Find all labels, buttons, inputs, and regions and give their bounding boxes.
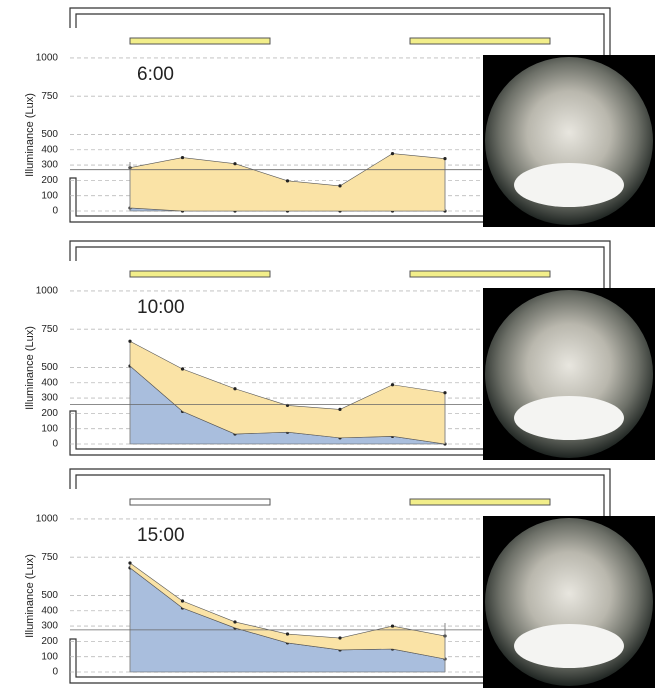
y-tick-label: 0 xyxy=(52,667,58,678)
y-tick-label: 1000 xyxy=(36,53,59,64)
luminaire xyxy=(410,271,550,277)
data-point xyxy=(391,383,394,386)
data-point xyxy=(443,391,446,394)
y-tick-label: 500 xyxy=(41,590,58,601)
y-tick-label: 750 xyxy=(41,324,58,335)
y-axis-label: Illuminance (Lux) xyxy=(24,93,36,177)
data-point xyxy=(181,156,184,159)
data-point xyxy=(128,561,131,564)
data-point xyxy=(391,624,394,627)
data-point xyxy=(233,620,236,623)
data-point xyxy=(233,387,236,390)
y-tick-label: 500 xyxy=(41,362,58,373)
luminaire xyxy=(410,38,550,44)
luminaire xyxy=(130,38,270,44)
y-tick-label: 500 xyxy=(41,129,58,140)
y-tick-label: 400 xyxy=(41,377,58,388)
photo-table xyxy=(514,396,624,440)
y-tick-label: 300 xyxy=(41,393,58,404)
chart-title: 10:00 xyxy=(137,297,185,318)
area xyxy=(130,568,445,672)
data-point xyxy=(443,157,446,160)
data-point xyxy=(181,367,184,370)
y-tick-label: 1000 xyxy=(36,514,59,525)
luminaire xyxy=(410,499,550,505)
y-tick-label: 1000 xyxy=(36,286,59,297)
data-point xyxy=(181,599,184,602)
chart-title: 15:00 xyxy=(137,525,185,546)
y-tick-label: 100 xyxy=(41,190,58,201)
figure: 010020030040050075010006:00Illuminance (… xyxy=(0,0,662,690)
y-tick-label: 300 xyxy=(41,621,58,632)
data-point xyxy=(286,179,289,182)
data-point xyxy=(391,152,394,155)
y-tick-label: 300 xyxy=(41,160,58,171)
y-axis-label: Illuminance (Lux) xyxy=(24,554,36,638)
photo-table xyxy=(514,163,624,207)
y-tick-label: 200 xyxy=(41,408,58,419)
y-tick-label: 200 xyxy=(41,636,58,647)
y-tick-label: 400 xyxy=(41,605,58,616)
y-axis-label: Illuminance (Lux) xyxy=(24,326,36,410)
chart-title: 6:00 xyxy=(137,64,174,85)
data-point xyxy=(338,184,341,187)
data-point xyxy=(233,162,236,165)
data-point xyxy=(338,408,341,411)
y-tick-label: 750 xyxy=(41,91,58,102)
luminaire xyxy=(130,499,270,505)
y-tick-label: 0 xyxy=(52,206,58,217)
y-tick-label: 100 xyxy=(41,423,58,434)
y-tick-label: 100 xyxy=(41,651,58,662)
data-point xyxy=(338,636,341,639)
y-tick-label: 750 xyxy=(41,552,58,563)
data-point xyxy=(286,632,289,635)
data-point xyxy=(128,340,131,343)
luminaire xyxy=(130,271,270,277)
y-tick-label: 0 xyxy=(52,439,58,450)
photo-table xyxy=(514,624,624,668)
y-tick-label: 200 xyxy=(41,175,58,186)
y-tick-label: 400 xyxy=(41,144,58,155)
